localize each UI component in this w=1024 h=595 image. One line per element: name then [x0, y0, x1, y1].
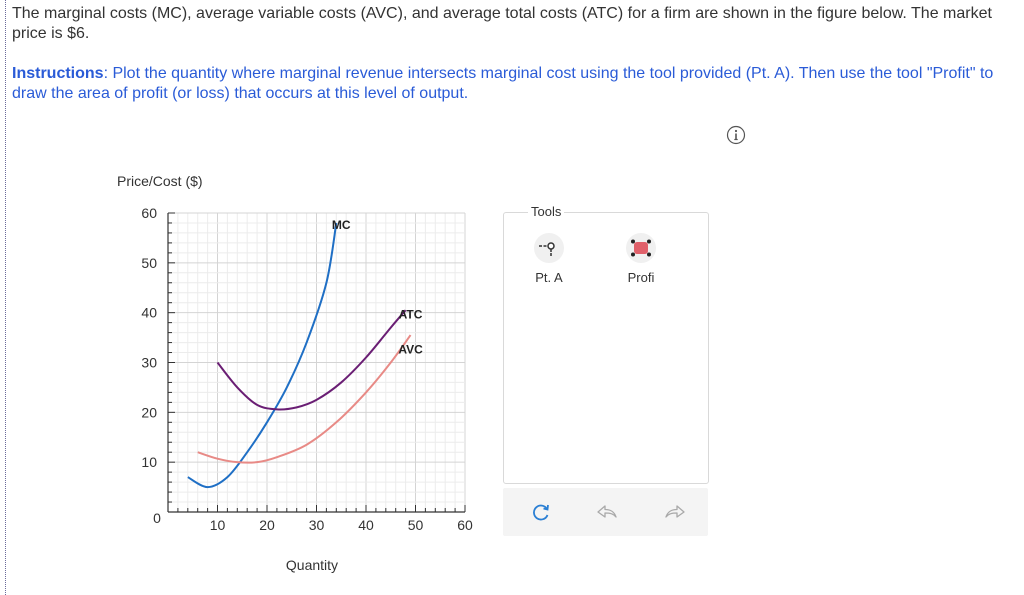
reset-button[interactable]: [529, 500, 553, 524]
curve-label-atc: ATC: [399, 308, 423, 322]
x-tick-label: 60: [457, 517, 473, 533]
x-tick-label: 30: [309, 517, 325, 533]
y-tick-label: 30: [141, 355, 157, 371]
curve-avc: [197, 334, 412, 464]
y-axis-label: Price/Cost ($): [117, 173, 203, 189]
redo-icon: [665, 505, 685, 518]
x-tick-label: 40: [358, 517, 374, 533]
curve-atc: [216, 309, 407, 411]
undo-button[interactable]: [595, 500, 619, 524]
y-tick-label: 50: [141, 255, 157, 271]
info-circle-icon[interactable]: [726, 125, 746, 145]
y-tick-label: 20: [141, 404, 157, 420]
x-axis-label: Quantity: [286, 557, 338, 573]
curve-mc: [187, 222, 338, 489]
instructions-text: Instructions: Plot the quantity where ma…: [12, 64, 1002, 104]
left-border: [5, 0, 6, 595]
curve-labels: MC ATC AVC: [332, 218, 423, 357]
profit-tool[interactable]: Profi: [601, 232, 681, 285]
cost-curves-chart[interactable]: Price/Cost ($) Quantity 0 10 20 30 40 50 6010…: [0, 0, 500, 595]
axes: 10 20 30 40 50 60 10 20 30 40 50 60: [141, 205, 473, 533]
action-bar: [503, 488, 708, 536]
grid: [168, 212, 466, 512]
x-tick-label: 20: [259, 517, 275, 533]
curves: [187, 222, 412, 489]
x-tick-label: 50: [408, 517, 424, 533]
profit-area-tool-icon: [626, 233, 656, 263]
profit-tool-label: Profi: [627, 270, 655, 285]
tools-title: Tools: [528, 204, 565, 219]
reset-icon: [533, 504, 549, 521]
y-tick-label: 60: [141, 205, 157, 221]
instructions-lead: Instructions: [12, 65, 104, 82]
point-a-tool-label: Pt. A: [535, 270, 563, 285]
origin-label: 0: [153, 510, 161, 526]
curve-label-avc: AVC: [398, 343, 423, 357]
point-a-tool[interactable]: Pt. A: [509, 232, 589, 285]
x-tick-label: 10: [210, 517, 226, 533]
question-body: The marginal costs (MC), average variabl…: [12, 5, 992, 42]
undo-icon: [597, 505, 617, 518]
instructions-body: : Plot the quantity where marginal reven…: [12, 65, 994, 102]
curve-label-mc: MC: [332, 218, 351, 232]
redo-button[interactable]: [663, 500, 687, 524]
question-text: The marginal costs (MC), average variabl…: [12, 4, 1002, 44]
point-tool-icon: [534, 233, 564, 263]
y-tick-label: 10: [141, 454, 157, 470]
y-tick-label: 40: [141, 305, 157, 321]
